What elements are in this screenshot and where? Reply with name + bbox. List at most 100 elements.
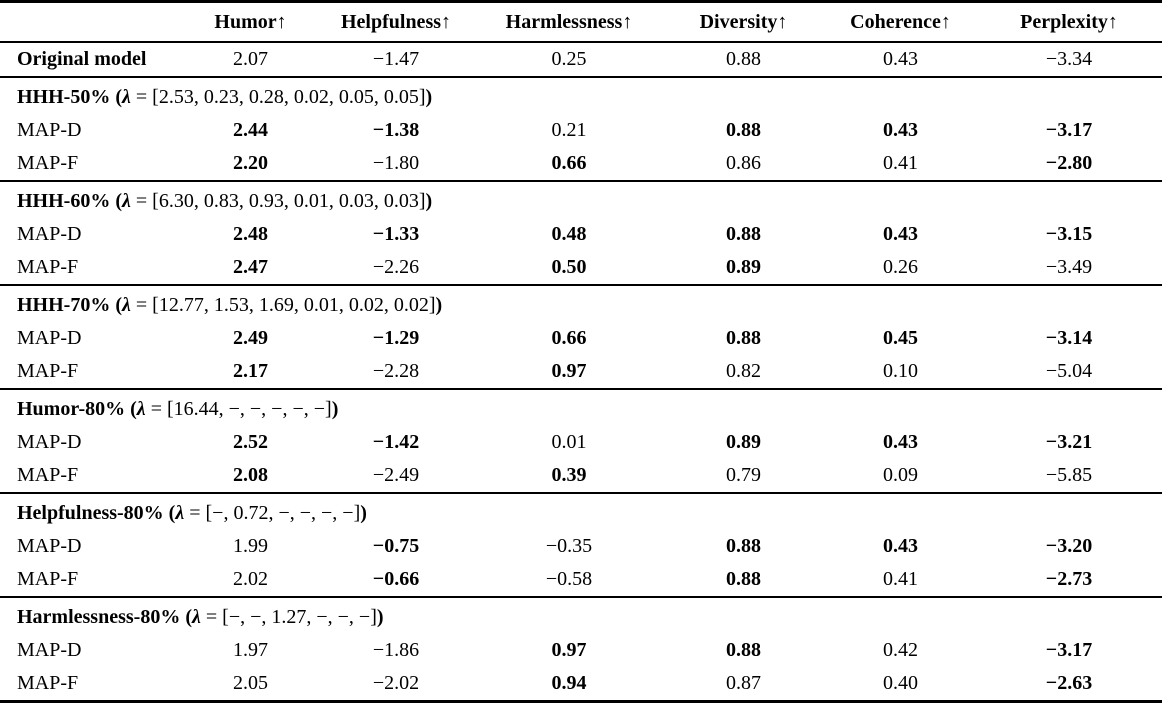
value-cell: 0.48 [551,223,587,245]
row-label: MAP-F [17,568,79,590]
value-cell: 2.49 [233,327,268,349]
section-title: Humor-80% (λ = [16.44, −, −, −, −, −]) [0,389,1162,426]
section-close-paren: ) [425,86,433,108]
value-cell: 0.41 [883,568,918,590]
section-name: Humor-80% ( [17,398,137,420]
lambda-values: = [2.53, 0.23, 0.28, 0.02, 0.05, 0.05] [130,86,426,108]
section-hhh-50: HHH-50% (λ = [2.53, 0.23, 0.28, 0.02, 0.… [0,77,1162,181]
value-cell: 0.50 [551,256,587,278]
table-row: MAP-F 2.20 −1.80 0.66 0.86 0.41 −2.80 [0,147,1162,181]
table-row: MAP-F 2.17 −2.28 0.97 0.82 0.10 −5.04 [0,355,1162,389]
value-cell: 0.88 [726,568,761,590]
lambda-symbol: λ [122,86,131,108]
table-row: MAP-F 2.05 −2.02 0.94 0.87 0.40 −2.63 [0,667,1162,702]
column-header-1: Humor↑ [185,1,316,43]
column-header-5: Coherence↑ [825,1,976,43]
section-title: HHH-50% (λ = [2.53, 0.23, 0.28, 0.02, 0.… [0,77,1162,114]
value-cell: −1.42 [372,431,420,453]
value-cell: −2.02 [372,672,420,694]
value-cell: 0.40 [883,672,918,694]
value-cell: 0.66 [551,327,587,349]
value-cell: −1.47 [372,48,420,70]
section-hhh-70: HHH-70% (λ = [12.77, 1.53, 1.69, 0.01, 0… [0,285,1162,389]
row-label: Original model [17,48,147,70]
value-cell: −1.86 [372,639,420,661]
value-cell: −3.15 [1045,223,1093,245]
value-cell: 0.41 [883,152,918,174]
value-cell: 0.25 [551,48,587,70]
section-header-row: HHH-50% (λ = [2.53, 0.23, 0.28, 0.02, 0.… [0,77,1162,114]
section-header-row: HHH-60% (λ = [6.30, 0.83, 0.93, 0.01, 0.… [0,181,1162,218]
value-cell: 0.01 [551,431,587,453]
table-row: MAP-D 1.97 −1.86 0.97 0.88 0.42 −3.17 [0,634,1162,667]
value-cell: 2.52 [233,431,268,453]
row-label: MAP-D [17,535,82,557]
column-header-4: Diversity↑ [662,1,825,43]
row-label: MAP-F [17,256,79,278]
section-header-row: HHH-70% (λ = [12.77, 1.53, 1.69, 0.01, 0… [0,285,1162,322]
value-cell: 0.89 [726,256,761,278]
section-close-paren: ) [331,398,339,420]
value-cell: 0.94 [551,672,587,694]
row-label: MAP-D [17,639,82,661]
value-cell: 0.21 [551,119,587,141]
section-name: HHH-70% ( [17,294,122,316]
lambda-symbol: λ [122,190,131,212]
table-row: MAP-D 2.49 −1.29 0.66 0.88 0.45 −3.14 [0,322,1162,355]
value-cell: 0.26 [883,256,918,278]
value-cell: 0.42 [883,639,918,661]
value-cell: −3.21 [1045,431,1093,453]
value-cell: 0.88 [726,119,761,141]
value-cell: −1.80 [372,152,420,174]
section-header-row: Helpfulness-80% (λ = [−, 0.72, −, −, −, … [0,493,1162,530]
section-title: HHH-60% (λ = [6.30, 0.83, 0.93, 0.01, 0.… [0,181,1162,218]
value-cell: 0.88 [726,327,761,349]
value-cell: −3.17 [1045,119,1093,141]
lambda-values: = [−, −, 1.27, −, −, −] [200,606,377,628]
value-cell: −5.85 [1045,464,1093,486]
section-humor-80: Humor-80% (λ = [16.44, −, −, −, −, −]) MA… [0,389,1162,493]
table-row: MAP-F 2.47 −2.26 0.50 0.89 0.26 −3.49 [0,251,1162,285]
value-cell: −2.26 [372,256,420,278]
lambda-symbol: λ [136,398,146,420]
value-cell: 0.87 [726,672,761,694]
value-cell: −3.14 [1045,327,1093,349]
value-cell: 2.02 [233,568,268,590]
value-cell: −0.35 [545,535,593,557]
section-close-paren: ) [360,502,367,524]
value-cell: 2.47 [233,256,268,278]
value-cell: −0.75 [372,535,420,557]
value-cell: −3.34 [1045,48,1093,70]
table-row: Original model 2.07 −1.47 0.25 0.88 0.43 −3.34 [0,42,1162,77]
value-cell: 0.86 [726,152,761,174]
section-close-paren: ) [376,606,384,628]
value-cell: 1.97 [233,639,268,661]
section-title: Harmlessness-80% (λ = [−, −, 1.27, −, −,… [0,597,1162,634]
table-row: MAP-D 2.48 −1.33 0.48 0.88 0.43 −3.15 [0,218,1162,251]
section-name: Helpfulness-80% ( [17,502,176,524]
value-cell: 1.99 [233,535,268,557]
corner-cell [0,1,185,43]
value-cell: −3.17 [1045,639,1093,661]
section-title: HHH-70% (λ = [12.77, 1.53, 1.69, 0.01, 0… [0,285,1162,322]
value-cell: 2.48 [233,223,268,245]
value-cell: −0.58 [545,568,593,590]
table-row: MAP-D 1.99 −0.75 −0.35 0.88 0.43 −3.20 [0,530,1162,563]
lambda-values: = [−, 0.72, −, −, −, −] [184,502,361,524]
original-model-section: Original model 2.07 −1.47 0.25 0.88 0.43 −3.34 [0,42,1162,77]
lambda-symbol: λ [191,606,201,628]
value-cell: 0.88 [726,223,761,245]
value-cell: −3.49 [1045,256,1093,278]
value-cell: 2.05 [233,672,268,694]
value-cell: 2.08 [233,464,268,486]
value-cell: 2.17 [233,360,268,382]
value-cell: 0.43 [883,535,918,557]
table-row: MAP-D 2.52 −1.42 0.01 0.89 0.43 −3.21 [0,426,1162,459]
row-label: MAP-F [17,360,79,382]
value-cell: −2.73 [1045,568,1093,590]
value-cell: −2.80 [1045,152,1093,174]
value-cell: 0.09 [883,464,918,486]
value-cell: 0.97 [551,360,587,382]
row-label: MAP-D [17,119,82,141]
